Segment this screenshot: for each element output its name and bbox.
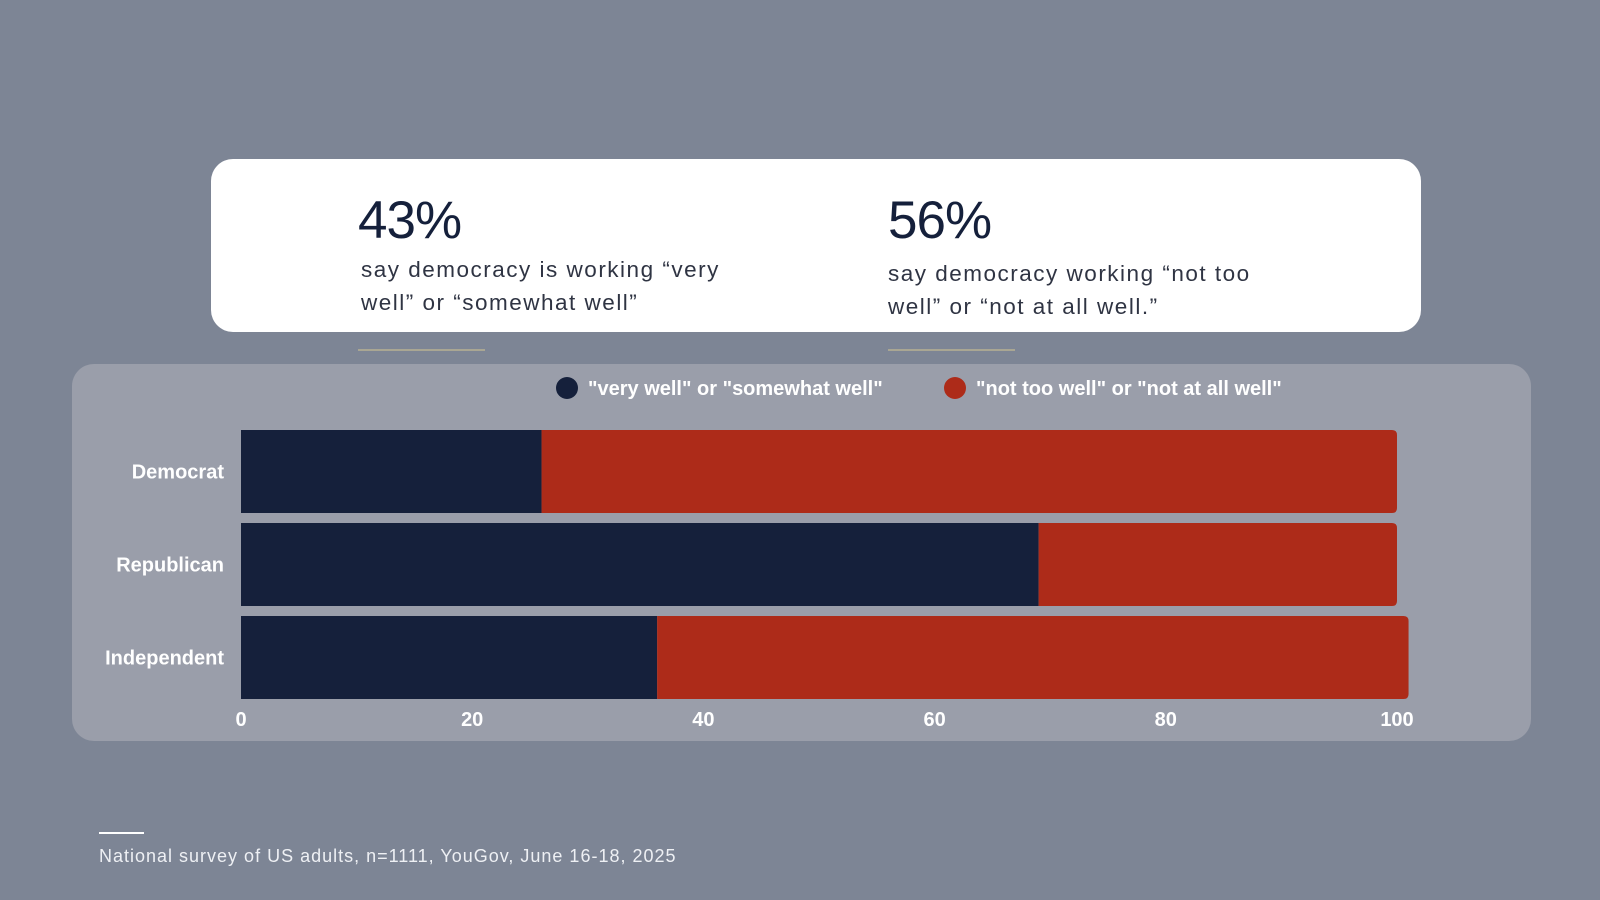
category-label-democrat: Democrat <box>132 462 225 484</box>
bar-republican-series-2 <box>1038 523 1397 606</box>
bar-independent-series-2 <box>657 616 1409 699</box>
bar-independent-series-1 <box>241 616 658 699</box>
bar-republican-series-1 <box>241 523 1039 606</box>
x-tick-label-40: 40 <box>692 709 714 731</box>
legend-label-1: "very well" or "somewhat well" <box>588 378 883 400</box>
legend-marker-2 <box>944 377 966 399</box>
stat-negative: 56% say democracy working “not too well”… <box>888 191 1308 351</box>
legend-label-2: "not too well" or "not at all well" <box>976 378 1282 400</box>
x-tick-label-20: 20 <box>461 709 483 731</box>
bar-democrat-series-2 <box>541 430 1397 513</box>
bar-democrat-series-1 <box>241 430 542 513</box>
summary-card: 43% say democracy is working “very well”… <box>211 159 1421 351</box>
x-tick-label-0: 0 <box>235 709 246 731</box>
stat-positive-desc-line2: well” or “somewhat well” <box>361 290 639 315</box>
category-label-independent: Independent <box>105 648 224 670</box>
stat-positive-underline <box>358 349 485 351</box>
stat-positive-description: say democracy is working “very well” or … <box>358 253 778 319</box>
stat-positive-value: 43% <box>358 191 462 250</box>
x-tick-label-100: 100 <box>1380 709 1413 731</box>
legend-marker-1 <box>556 377 578 399</box>
source-note: National survey of US adults, n=1111, Yo… <box>99 846 677 866</box>
chart-panel: "very well" or "somewhat well" "not too w… <box>72 364 1531 741</box>
x-tick-label-80: 80 <box>1155 709 1177 731</box>
stacked-bar-chart: "very well" or "somewhat well" "not too w… <box>105 377 1414 731</box>
stat-positive: 43% say democracy is working “very well”… <box>358 191 778 351</box>
stat-positive-desc-line1: say democracy is working “very <box>361 257 720 282</box>
stat-negative-desc-line1: say democracy working “not too <box>888 261 1251 286</box>
stat-negative-underline <box>888 349 1015 351</box>
stat-negative-value: 56% <box>888 191 992 250</box>
stat-negative-description: say democracy working “not too well” or … <box>888 257 1308 323</box>
category-label-republican: Republican <box>116 555 224 577</box>
x-tick-label-60: 60 <box>923 709 945 731</box>
footer-divider <box>99 832 144 834</box>
stat-negative-desc-line2: well” or “not at all well.” <box>888 294 1159 319</box>
